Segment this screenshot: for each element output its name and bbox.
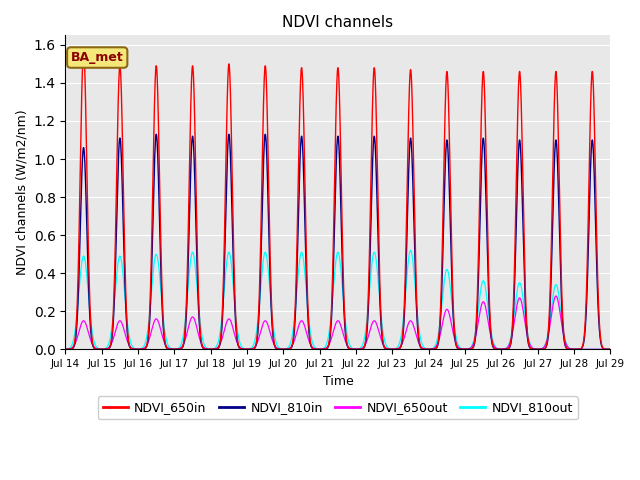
NDVI_650out (552, 293, 560, 299)
Line: NDVI_810in: NDVI_810in (65, 134, 611, 349)
NDVI_650out (124, 339, 131, 345)
NDVI_650out (607, 347, 614, 352)
Legend: NDVI_650in, NDVI_810in, NDVI_650out, NDVI_810out: NDVI_650in, NDVI_810in, NDVI_650out, NDV… (98, 396, 578, 420)
NDVI_810out (124, 321, 131, 327)
NDVI_810in (538, 347, 545, 352)
X-axis label: Time: Time (323, 374, 353, 387)
NDVI_810out (406, 248, 414, 253)
NDVI_810out (294, 273, 302, 279)
NDVI_810in (607, 347, 614, 352)
NDVI_810in (124, 333, 131, 338)
NDVI_650in (607, 347, 614, 352)
NDVI_650in (124, 330, 132, 336)
NDVI_650out (537, 346, 545, 352)
NDVI_650in (80, 48, 88, 53)
Y-axis label: NDVI channels (W/m2/nm): NDVI channels (W/m2/nm) (15, 109, 28, 275)
NDVI_650in (596, 328, 604, 334)
NDVI_810out (271, 332, 278, 337)
NDVI_650out (271, 342, 278, 348)
NDVI_650in (294, 181, 302, 187)
NDVI_810in (596, 333, 604, 338)
NDVI_650in (271, 342, 278, 348)
NDVI_810out (596, 347, 604, 352)
NDVI_650out (294, 325, 302, 331)
NDVI_810out (156, 276, 164, 282)
NDVI_650out (61, 347, 69, 352)
NDVI_810in (156, 239, 164, 244)
NDVI_810out (538, 346, 545, 352)
Line: NDVI_650in: NDVI_650in (65, 50, 611, 349)
NDVI_650out (156, 324, 164, 330)
NDVI_810out (61, 347, 69, 352)
Title: NDVI channels: NDVI channels (282, 15, 394, 30)
NDVI_650in (538, 347, 545, 352)
NDVI_810in (61, 347, 69, 352)
NDVI_650out (596, 347, 604, 352)
NDVI_650in (156, 204, 164, 210)
NDVI_810in (294, 221, 302, 227)
NDVI_650in (61, 347, 69, 352)
NDVI_810in (271, 343, 278, 348)
NDVI_810in (152, 132, 160, 137)
NDVI_810out (607, 347, 614, 352)
Line: NDVI_650out: NDVI_650out (65, 296, 611, 349)
Text: BA_met: BA_met (71, 51, 124, 64)
Line: NDVI_810out: NDVI_810out (65, 251, 611, 349)
